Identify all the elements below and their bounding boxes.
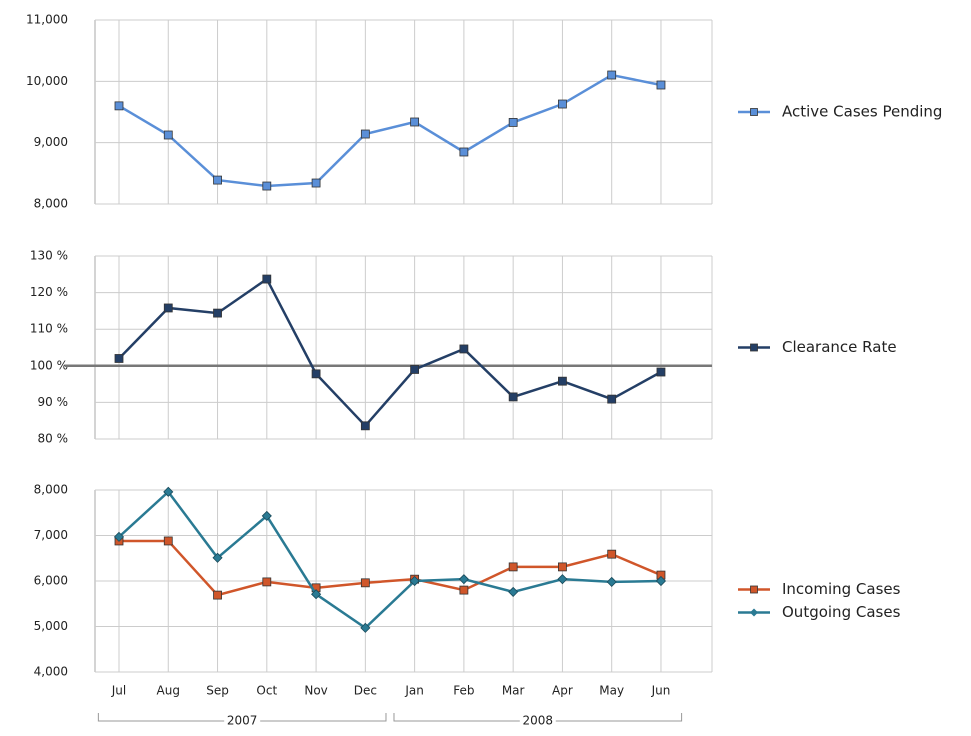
data-point — [360, 578, 370, 588]
legend-label: Incoming Cases — [782, 580, 901, 598]
data-point — [558, 376, 567, 386]
data-point — [607, 70, 617, 80]
y-tick-label: 80 % — [38, 432, 69, 446]
data-point — [508, 118, 518, 127]
data-point — [114, 354, 124, 363]
x-tick-label: Aug — [157, 684, 180, 698]
x-tick-label: May — [599, 684, 624, 698]
data-point — [606, 576, 617, 587]
data-point — [163, 536, 173, 546]
data-point — [360, 622, 371, 633]
series-line — [118, 489, 661, 630]
data-point — [656, 80, 666, 90]
y-tick-label: 110 % — [30, 322, 68, 336]
legend-marker — [750, 108, 758, 116]
data-point — [459, 344, 469, 354]
legend-label: Outgoing Cases — [782, 603, 901, 621]
y-tick-label: 8,000 — [34, 197, 68, 211]
y-tick-label: 7,000 — [34, 528, 68, 542]
series-line — [118, 277, 662, 428]
y-tick-label: 100 % — [30, 358, 68, 372]
legend-label: Active Cases Pending — [782, 103, 942, 121]
legend-marker — [750, 343, 758, 352]
data-point — [163, 303, 173, 313]
data-point — [410, 365, 420, 374]
data-point — [458, 574, 469, 585]
x-group-label: 2008 — [523, 714, 554, 728]
legend-marker — [750, 608, 758, 617]
data-point — [212, 552, 223, 563]
data-point — [508, 562, 518, 572]
x-tick-label: Jan — [404, 684, 424, 698]
data-point — [409, 575, 420, 587]
data-point — [508, 392, 518, 402]
y-tick-label: 5,000 — [34, 619, 68, 633]
y-tick-label: 11,000 — [26, 13, 68, 27]
data-point — [261, 510, 272, 522]
data-point — [311, 589, 322, 600]
data-point — [113, 531, 125, 542]
x-group-label-bg — [224, 714, 261, 728]
x-group-label-bg — [519, 714, 556, 728]
data-point — [459, 585, 469, 595]
x-tick-label: Feb — [453, 684, 474, 698]
y-tick-label: 90 % — [38, 395, 69, 409]
data-point — [114, 101, 124, 111]
data-point — [656, 367, 666, 377]
data-point — [262, 274, 272, 284]
data-point — [262, 181, 272, 191]
x-tick-label: Sep — [206, 684, 229, 698]
x-tick-label: Dec — [354, 684, 377, 698]
series-line — [119, 539, 662, 597]
data-point — [163, 130, 173, 140]
data-point — [213, 175, 222, 185]
data-point — [557, 574, 568, 585]
x-tick-label: Apr — [552, 684, 573, 698]
data-point — [213, 590, 222, 600]
legend-label: Clearance Rate — [782, 338, 897, 356]
data-point — [459, 147, 469, 157]
legend-marker — [750, 585, 758, 594]
data-point — [558, 562, 567, 572]
data-point — [558, 99, 567, 109]
x-tick-label: Nov — [304, 684, 327, 698]
y-tick-label: 6,000 — [34, 574, 68, 588]
x-tick-label: Jul — [111, 684, 126, 698]
y-tick-label: 9,000 — [34, 135, 68, 149]
y-tick-label: 120 % — [30, 285, 68, 299]
series-line — [118, 73, 662, 188]
x-tick-label: Jun — [651, 684, 671, 698]
data-point — [163, 486, 174, 497]
y-tick-label: 4,000 — [34, 665, 68, 679]
x-tick-label: Mar — [502, 684, 525, 698]
data-point — [213, 308, 222, 318]
data-point — [360, 421, 370, 431]
y-tick-label: 130 % — [30, 249, 68, 263]
data-point — [311, 369, 321, 379]
data-point — [655, 575, 667, 587]
data-point — [607, 549, 617, 559]
y-tick-label: 10,000 — [26, 74, 68, 88]
data-point — [262, 577, 272, 587]
data-point — [508, 586, 519, 597]
x-group-label: 2007 — [227, 714, 258, 728]
x-tick-label: Oct — [256, 684, 277, 698]
data-point — [311, 178, 321, 188]
y-tick-label: 8,000 — [34, 483, 68, 497]
data-point — [360, 129, 370, 139]
data-point — [410, 117, 420, 127]
data-point — [607, 394, 617, 404]
